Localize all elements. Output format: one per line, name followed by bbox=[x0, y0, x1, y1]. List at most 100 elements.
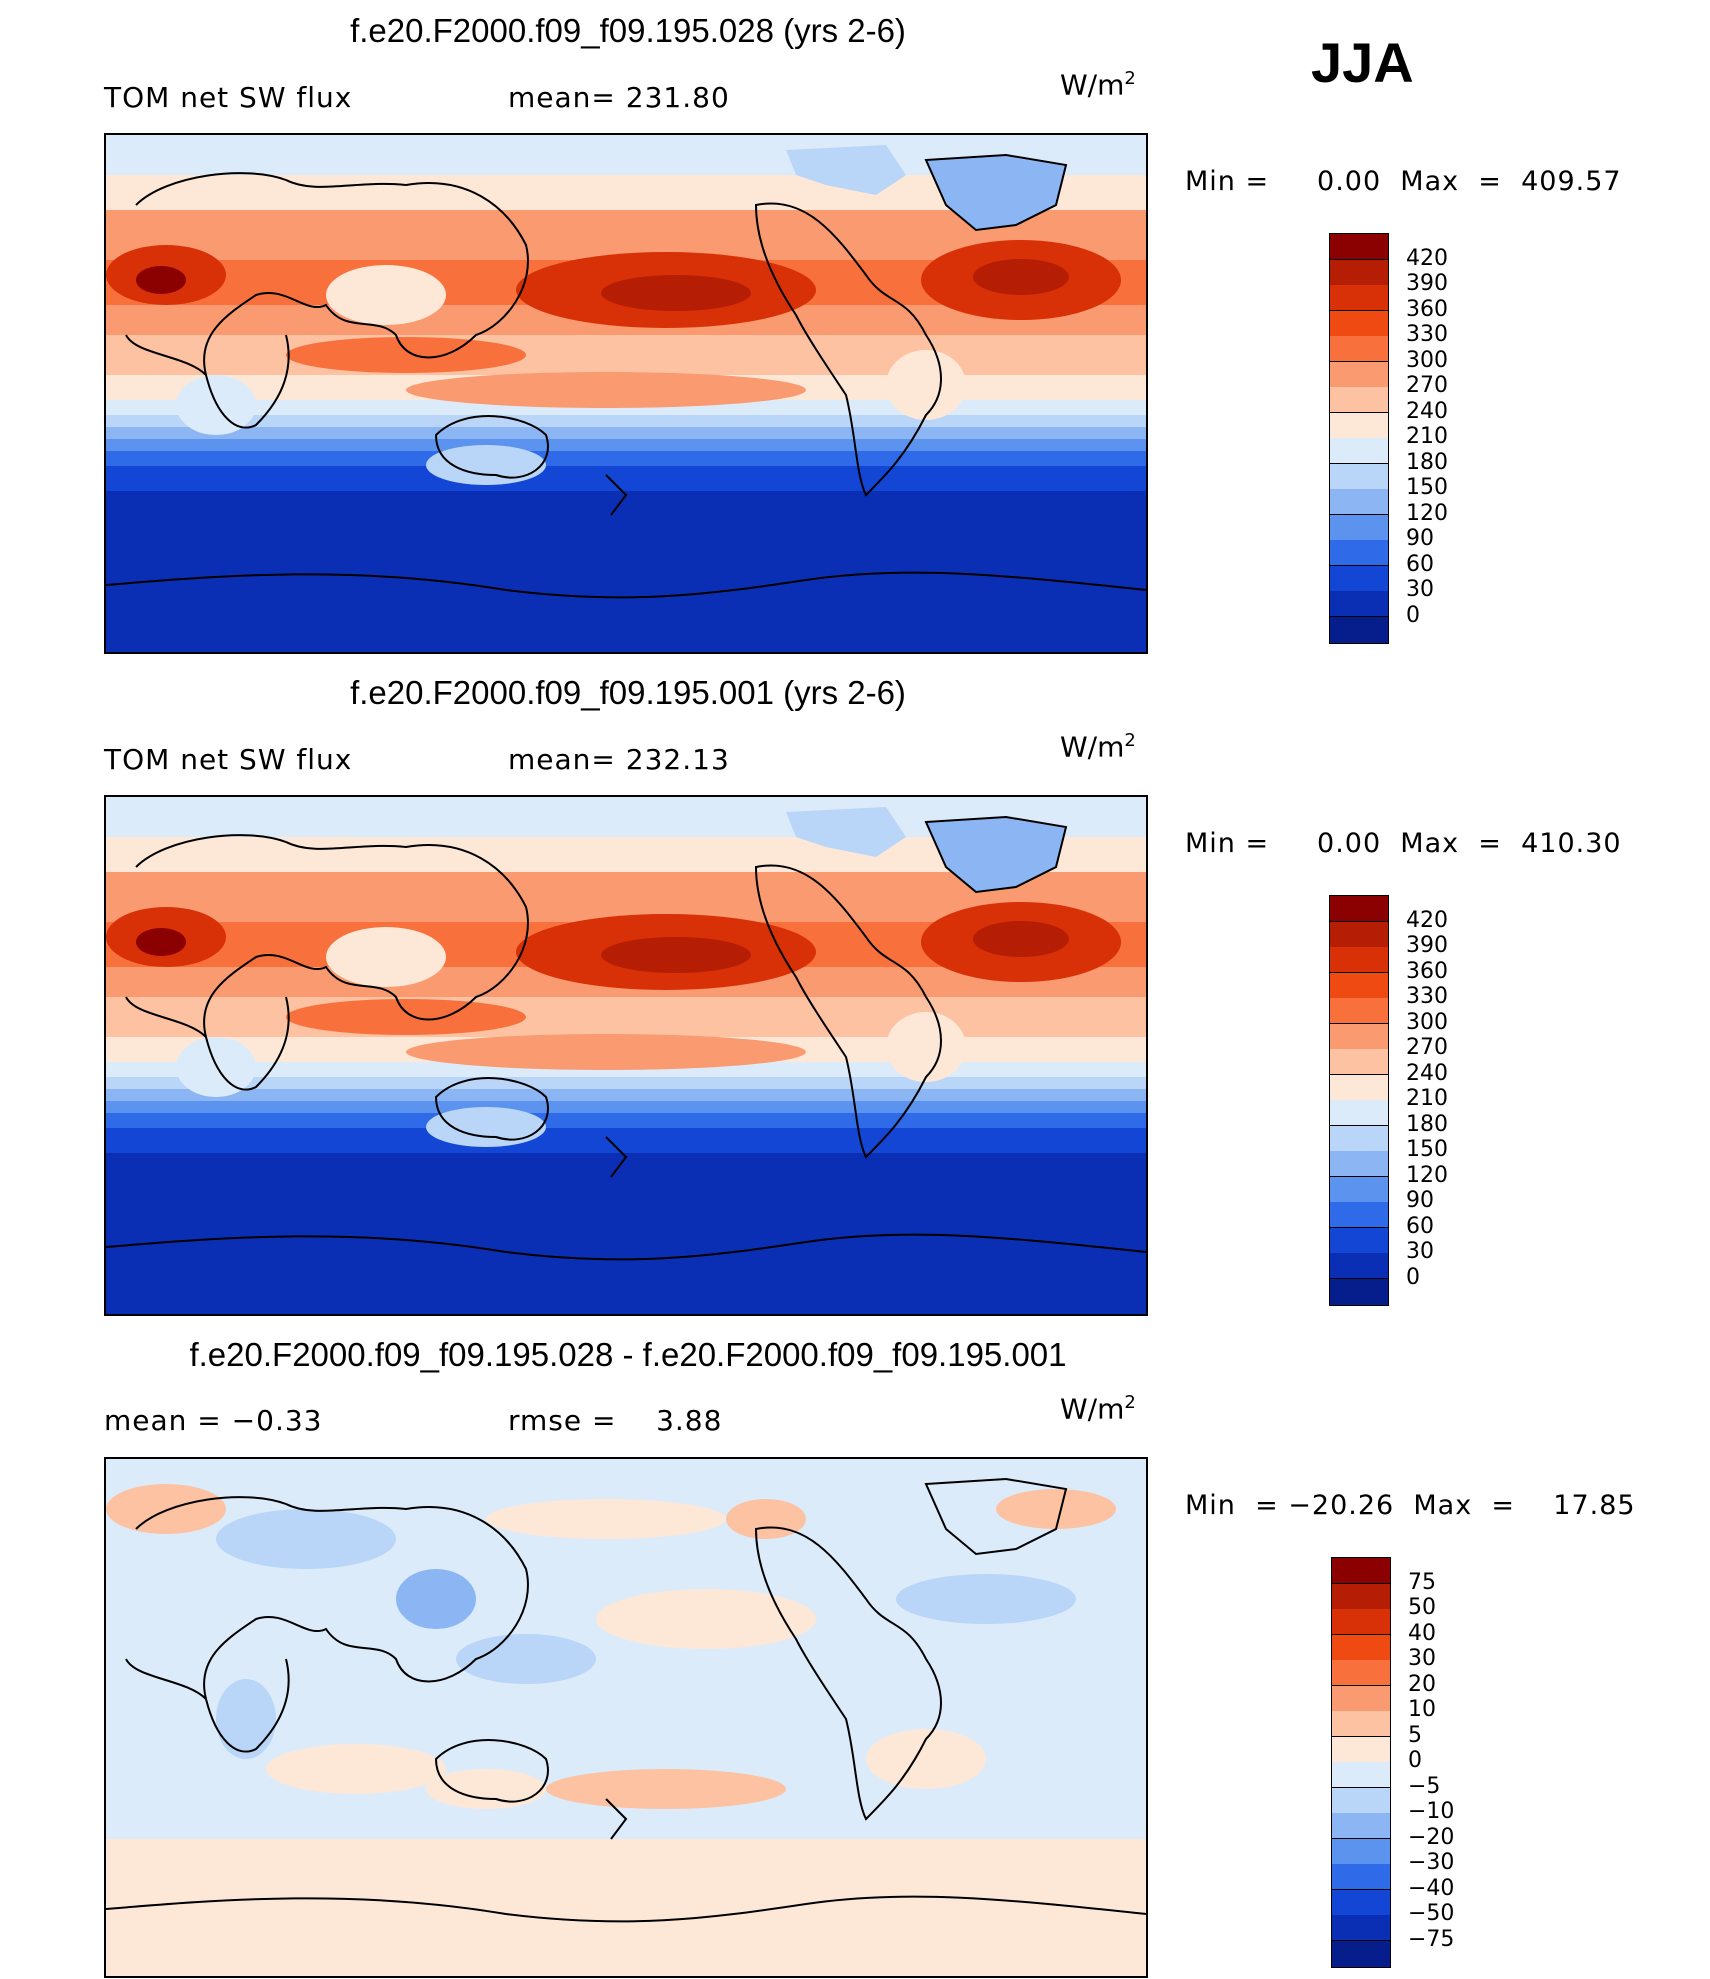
panel2-colorbar-segment bbox=[1330, 998, 1388, 1024]
panel2-units: W/m2 bbox=[1060, 730, 1136, 763]
panel3-map bbox=[104, 1457, 1148, 1978]
panel2-colorbar-segment bbox=[1330, 1278, 1388, 1305]
panel2-mean-label: mean= 232.13 bbox=[508, 743, 730, 776]
panel2-colorbar-segment bbox=[1330, 947, 1388, 973]
panel1-map bbox=[104, 133, 1148, 654]
panel3-rmse-caption: rmse = bbox=[508, 1404, 617, 1437]
panel1-colorbar-tick-label: 60 bbox=[1406, 551, 1434, 577]
panel2-colorbar-segment bbox=[1330, 1074, 1388, 1101]
panel1-colorbar-segment bbox=[1330, 285, 1388, 311]
panel3-colorbar-tick-label: −30 bbox=[1408, 1850, 1455, 1875]
panel2-mean-value: 232.13 bbox=[625, 743, 730, 776]
panel1-colorbar-tick-label: 180 bbox=[1406, 449, 1448, 475]
panel3-colorbar-segment bbox=[1332, 1889, 1390, 1916]
panel3-units-base: W/m bbox=[1060, 1392, 1125, 1426]
panel1-colorbar-tick-label: 300 bbox=[1406, 347, 1448, 373]
panel2-colorbar-segment bbox=[1330, 1227, 1388, 1254]
panel3-colorbar-tick-label: 40 bbox=[1408, 1620, 1436, 1646]
panel2-colorbar-tick-label: 30 bbox=[1406, 1239, 1434, 1264]
panel2-colorbar-tick-label: 300 bbox=[1406, 1009, 1448, 1035]
panel3-colorbar-tick-label: −5 bbox=[1408, 1773, 1441, 1799]
panel1-colorbar-segment bbox=[1330, 616, 1388, 643]
panel1-colorbar-tick-label: 270 bbox=[1406, 373, 1448, 398]
panel1-colorbar-segment bbox=[1330, 540, 1388, 566]
panel2-colorbar-segment bbox=[1330, 972, 1388, 999]
panel2-mean-caption: mean= bbox=[508, 743, 616, 776]
panel2-colorbar-tick-label: 270 bbox=[1406, 1035, 1448, 1060]
panel3-colorbar-segment bbox=[1332, 1558, 1390, 1584]
panel3-colorbar-tick-label: −50 bbox=[1408, 1901, 1455, 1926]
panel2-colorbar-segment bbox=[1330, 1202, 1388, 1228]
panel1-colorbar-tick-label: 240 bbox=[1406, 398, 1448, 424]
panel3-colorbar-tick-label: 0 bbox=[1408, 1748, 1422, 1773]
panel1-colorbar-tick-label: 390 bbox=[1406, 271, 1448, 296]
panel1-colorbar-tick-label: 90 bbox=[1406, 526, 1434, 551]
panel1-mean-value: 231.80 bbox=[625, 81, 730, 114]
panel3-colorbar-tick-label: 10 bbox=[1408, 1697, 1436, 1722]
panel2-units-exp: 2 bbox=[1124, 730, 1136, 751]
panel1-colorbar-segment bbox=[1330, 591, 1388, 617]
panel3-colorbar-tick-label: −10 bbox=[1408, 1799, 1455, 1824]
panel2-colorbar-segment bbox=[1330, 1049, 1388, 1075]
panel1-units-exp: 2 bbox=[1124, 68, 1136, 89]
panel2-map bbox=[104, 795, 1148, 1316]
panel3-colorbar-segment bbox=[1332, 1609, 1390, 1635]
panel3-colorbar-segment bbox=[1332, 1915, 1390, 1941]
panel2-colorbar-tick-label: 180 bbox=[1406, 1111, 1448, 1137]
panel2-variable-label: TOM net SW flux bbox=[104, 743, 353, 776]
season-label: JJA bbox=[1311, 31, 1414, 94]
panel3-colorbar-tick-label: −75 bbox=[1408, 1926, 1455, 1952]
panel1-colorbar-segment bbox=[1330, 489, 1388, 515]
panel2-colorbar-tick-label: 360 bbox=[1406, 958, 1448, 984]
panel3-colorbar-tick-label: −40 bbox=[1408, 1875, 1455, 1901]
panel1-colorbar-tick-label: 0 bbox=[1406, 602, 1420, 628]
panel1-units: W/m2 bbox=[1060, 68, 1136, 101]
panel2-colorbar-segment bbox=[1330, 1176, 1388, 1203]
panel1-colorbar-tick-label: 330 bbox=[1406, 322, 1448, 347]
panel1-colorbar-tick-label: 30 bbox=[1406, 577, 1434, 602]
panel2-colorbar-tick-label: 210 bbox=[1406, 1086, 1448, 1111]
panel3-colorbar-segment bbox=[1332, 1736, 1390, 1763]
panel1-colorbar-tick-label: 210 bbox=[1406, 424, 1448, 449]
panel1-colorbar-segment bbox=[1330, 234, 1388, 260]
panel2-colorbar-tick-label: 390 bbox=[1406, 933, 1448, 958]
panel2-colorbar-tick-label: 0 bbox=[1406, 1264, 1420, 1290]
panel3-colorbar-tick-label: −20 bbox=[1408, 1824, 1455, 1850]
panel2-colorbar-tick-label: 120 bbox=[1406, 1162, 1448, 1188]
panel2-colorbar-tick-label: 60 bbox=[1406, 1213, 1434, 1239]
panel3-rmse-value: 3.88 bbox=[656, 1404, 723, 1437]
panel3-colorbar-segment bbox=[1332, 1813, 1390, 1839]
panel2-title: f.e20.F2000.f09_f09.195.001 (yrs 2-6) bbox=[350, 674, 906, 711]
panel3-colorbar-segment bbox=[1332, 1634, 1390, 1661]
panel1-colorbar-tick-label: 420 bbox=[1406, 245, 1448, 271]
panel2-colorbar-tick-label: 150 bbox=[1406, 1137, 1448, 1162]
panel3-colorbar-segment bbox=[1332, 1660, 1390, 1686]
panel3-units: W/m2 bbox=[1060, 1392, 1136, 1425]
panel1-colorbar-segment bbox=[1330, 463, 1388, 490]
panel2-colorbar-tick-label: 90 bbox=[1406, 1188, 1434, 1213]
panel1-colorbar-tick-label: 360 bbox=[1406, 296, 1448, 322]
panel3-map-canvas bbox=[106, 1459, 1146, 1976]
panel3-rmse-label: rmse = 3.88 bbox=[508, 1404, 722, 1437]
panel2-colorbar-tick-label: 330 bbox=[1406, 984, 1448, 1009]
panel2-colorbar-segment bbox=[1330, 1125, 1388, 1152]
panel1-colorbar-tick-label: 150 bbox=[1406, 475, 1448, 500]
panel3-colorbar-segment bbox=[1332, 1711, 1390, 1737]
panel1-colorbar-segment bbox=[1330, 259, 1388, 286]
panel2-colorbar bbox=[1329, 895, 1389, 1306]
panel3-colorbar-tick-label: 20 bbox=[1408, 1671, 1436, 1697]
panel3-minmax: Min = −20.26 Max = 17.85 bbox=[1185, 1490, 1636, 1521]
panel3-colorbar-tick-label: 30 bbox=[1408, 1646, 1436, 1671]
panel1-colorbar-segment bbox=[1330, 438, 1388, 464]
panel3-colorbar-tick-label: 50 bbox=[1408, 1595, 1436, 1620]
panel1-units-base: W/m bbox=[1060, 68, 1125, 102]
panel1-minmax: Min = 0.00 Max = 409.57 bbox=[1185, 166, 1622, 197]
panel2-colorbar-segment bbox=[1330, 921, 1388, 948]
panel1-colorbar-segment bbox=[1330, 565, 1388, 592]
panel3-colorbar-segment bbox=[1332, 1685, 1390, 1712]
panel2-colorbar-segment bbox=[1330, 1151, 1388, 1177]
panel3-colorbar-segment bbox=[1332, 1864, 1390, 1890]
panel2-colorbar-segment bbox=[1330, 1253, 1388, 1279]
panel1-map-canvas bbox=[106, 135, 1146, 652]
panel3-colorbar-segment bbox=[1332, 1838, 1390, 1865]
